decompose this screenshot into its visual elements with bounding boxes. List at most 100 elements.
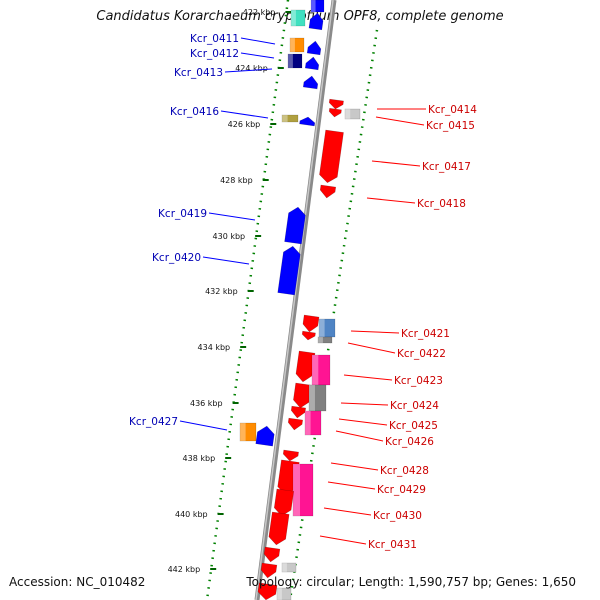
left-gene-label: Kcr_0419 [158, 208, 207, 220]
gene-highlight [277, 588, 282, 600]
gene-block [276, 587, 292, 600]
gene-highlight [282, 115, 288, 122]
scale-tick-label: 428 kbp [220, 176, 253, 185]
gene-arrow [273, 488, 295, 517]
right-label-leader [366, 197, 416, 204]
right-label-leader [371, 160, 421, 167]
scale-tick-label: 432 kbp [205, 287, 238, 296]
gene-arrow [282, 449, 299, 462]
right-label-leader [319, 535, 367, 545]
left-label-leader [220, 110, 269, 119]
right-gene-label: Kcr_0418 [417, 198, 466, 210]
gene-highlight [282, 563, 287, 572]
left-gene-label: Kcr_0416 [170, 106, 219, 118]
genome-backbone [254, 0, 337, 600]
gene-arrow [287, 417, 303, 431]
right-label-leader [327, 481, 376, 490]
topology-label: Topology: circular; Length: 1,590,757 bp… [246, 575, 576, 589]
gene-highlight [311, 0, 316, 12]
left-gene-label: Kcr_0411 [190, 33, 239, 45]
gene-block [344, 108, 361, 120]
gene-highlight [309, 385, 315, 411]
gene-arrow [268, 511, 290, 546]
gene-block [239, 422, 257, 442]
right-gene-label: Kcr_0423 [394, 375, 443, 387]
scale-tick-label: 440 kbp [175, 510, 208, 519]
gene-block [289, 37, 305, 53]
right-gene-label: Kcr_0421 [401, 328, 450, 340]
left-gene-label: Kcr_0413 [174, 67, 223, 79]
right-gene-label: Kcr_0424 [390, 400, 439, 412]
right-gene-label: Kcr_0414 [428, 104, 477, 116]
right-gene-label: Kcr_0429 [377, 484, 426, 496]
right-label-leader [338, 418, 388, 426]
gene-highlight [305, 411, 311, 435]
left-label-leader [240, 52, 275, 59]
gene-highlight [318, 337, 323, 343]
scale-tick-label: 438 kbp [183, 454, 216, 463]
right-label-leader [375, 116, 425, 126]
gene-arrow [306, 40, 322, 56]
right-label-leader [350, 330, 400, 334]
gene-arrow [304, 56, 320, 71]
left-gene-label: Kcr_0412 [190, 48, 239, 60]
right-label-leader [335, 430, 384, 442]
gene-features [239, 0, 361, 600]
scale-tick-label: 422 kbp [243, 8, 276, 17]
left-label-leader [202, 256, 250, 265]
scale-tick-label: 430 kbp [213, 232, 246, 241]
right-label-leader [347, 342, 396, 354]
gene-highlight [240, 423, 246, 441]
gene-arrow [290, 405, 306, 419]
gene-arrow [328, 107, 342, 118]
dotted-guide-lines [205, 0, 379, 600]
gene-arrow [319, 129, 344, 184]
left-label-leader [240, 37, 276, 45]
right-label-leader [323, 507, 372, 516]
right-label-leader [340, 402, 389, 406]
gene-arrow [299, 116, 316, 127]
scale-tick-label: 426 kbp [228, 120, 261, 129]
gene-highlight [293, 464, 300, 516]
right-gene-label: Kcr_0422 [397, 348, 446, 360]
right-label-leader [330, 462, 379, 471]
gene-highlight [312, 355, 319, 385]
gene-arrow [308, 12, 324, 31]
left-gene-label: Kcr_0427 [129, 416, 178, 428]
scale-tick-label: 436 kbp [190, 399, 223, 408]
right-gene-labels: Kcr_0414 Kcr_0415 Kcr_0417 Kcr_0418 Kcr_0421… [319, 104, 477, 551]
right-label-leader [343, 374, 393, 381]
scale-tick-label: 424 kbp [235, 64, 268, 73]
left-gene-labels: Kcr_0411 Kcr_0412 Kcr_0413 Kcr_0416 Kcr_0419… [129, 33, 276, 431]
gene-block [281, 562, 297, 573]
gene-block [292, 463, 314, 517]
left-gene-label: Kcr_0420 [152, 252, 201, 264]
gene-arrow [293, 382, 312, 409]
left-label-leader [208, 212, 256, 221]
gene-arrow [301, 330, 316, 341]
gene-arrow [255, 425, 275, 447]
gene-arrow [277, 245, 301, 296]
gene-highlight [288, 54, 293, 68]
right-gene-label: Kcr_0428 [380, 465, 429, 477]
right-gene-label: Kcr_0417 [422, 161, 471, 173]
gene-arrow [295, 350, 316, 383]
gene-block [317, 336, 333, 344]
scale-tick-label: 442 kbp [168, 565, 201, 574]
gene-arrow [302, 314, 320, 333]
gene-highlight [290, 38, 295, 52]
right-gene-label: Kcr_0425 [389, 420, 438, 432]
gene-arrow [328, 98, 344, 110]
gene-block [310, 0, 325, 13]
scale-tick-label: 434 kbp [198, 343, 231, 352]
right-gene-label: Kcr_0426 [385, 436, 434, 448]
left-label-leader [224, 68, 273, 73]
right-gene-label: Kcr_0415 [426, 120, 475, 132]
gene-arrow [302, 75, 319, 90]
right-gene-label: Kcr_0431 [368, 539, 417, 551]
gene-arrow [284, 206, 306, 245]
gene-highlight [345, 109, 351, 119]
gene-block [287, 53, 303, 69]
